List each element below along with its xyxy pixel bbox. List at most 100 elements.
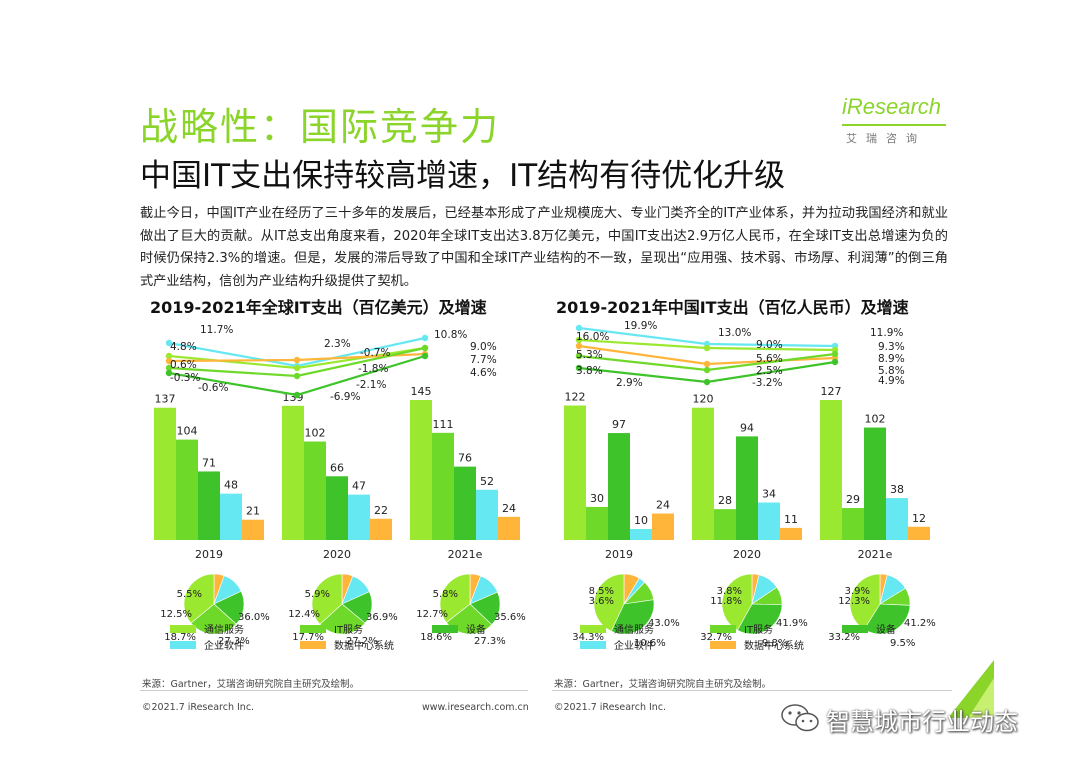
growth-point-2-1	[293, 356, 301, 364]
pie-label-2020-3: 36.9%	[366, 612, 398, 623]
pie-label-2019-4: 27.3%	[218, 636, 250, 647]
pie-label-2021e-2: 33.2%	[828, 632, 860, 643]
growth-point-2-0	[165, 357, 173, 365]
growth-label-2021e-2: 7.7%	[470, 354, 497, 366]
growth-label-2020-3: -2.1%	[356, 379, 386, 391]
bar-IT服务-2020	[304, 441, 326, 540]
growth-point-3-2	[421, 344, 429, 352]
bar-数据中心系统-2019	[652, 513, 674, 540]
bar-label-通信服务-2021e: 145	[411, 385, 432, 398]
bar-label-IT服务-2019: 104	[177, 425, 198, 438]
body-paragraph: 截止今日，中国IT产业在经历了三十多年的发展后，已经基本形成了产业规模庞大、专业…	[140, 206, 948, 289]
source-note-china: 来源：Gartner，艾瑞咨询研究院自主研究及绘制。	[554, 679, 772, 690]
growth-label-2021e-0: 10.8%	[434, 329, 467, 341]
page-title: 战略性：国际竞争力	[140, 105, 501, 149]
growth-label-2020-1: -0.7%	[360, 347, 390, 359]
chart-china: 122 30 97 10 24 2019 120 28 94 34 11 2020 127 29 102 38…	[564, 320, 936, 652]
growth-point-4-0	[165, 369, 173, 377]
growth-label-2019-0: 19.9%	[624, 320, 657, 332]
bar-数据中心系统-2020	[370, 518, 392, 540]
legend-label-数据中心系统: 数据中心系统	[334, 639, 394, 652]
wechat-icon	[781, 704, 819, 732]
pie-label-2019-1: 12.5%	[160, 609, 192, 620]
growth-label-2021e-0: 11.9%	[870, 327, 903, 339]
logo-brand: iResearch	[842, 94, 942, 119]
legend-swatch-IT服务	[710, 625, 736, 633]
bar-企业软件-2019	[220, 493, 242, 540]
bar-通信服务-2019	[564, 405, 586, 540]
growth-label-2020-1: 9.0%	[756, 339, 783, 351]
growth-label-2020-4: -6.9%	[330, 391, 360, 403]
growth-label-2020-0: 13.0%	[718, 327, 751, 339]
bar-label-设备-2020: 94	[740, 421, 754, 434]
bar-企业软件-2020	[758, 502, 780, 540]
pie-label-2019-3: 36.0%	[238, 612, 270, 623]
pie-label-2020-4: 9.8%	[762, 638, 787, 649]
pie-slice-2020-3	[736, 603, 783, 635]
bar-label-数据中心系统-2021e: 12	[912, 512, 926, 525]
bar-label-数据中心系统-2019: 24	[656, 499, 670, 512]
growth-label-2020-0: 2.3%	[324, 338, 351, 350]
pie-label-2021e-1: 12.3%	[838, 596, 870, 607]
pie-label-2020-2: 17.7%	[292, 632, 324, 643]
bar-label-设备-2021e: 76	[458, 452, 472, 465]
bar-数据中心系统-2021e	[908, 526, 930, 540]
pie-slice-2019-4	[183, 573, 215, 624]
category-label-2021e: 2021e	[858, 548, 893, 561]
pie-label-2020-1: 12.4%	[288, 609, 320, 620]
bar-设备-2021e	[454, 466, 476, 540]
bar-label-数据中心系统-2019: 21	[246, 505, 260, 518]
iresearch-logo: iResearch 艾瑞咨询	[838, 92, 950, 150]
legend-swatch-企业软件	[170, 641, 196, 649]
growth-point-4-0	[575, 364, 583, 372]
page-subtitle: 中国IT支出保持较高增速，IT结构有待优化升级	[140, 158, 786, 194]
legend-label-设备: 设备	[876, 623, 896, 636]
category-label-2020: 2020	[323, 548, 351, 561]
legend-swatch-设备	[432, 625, 458, 633]
bar-label-企业软件-2019: 10	[634, 514, 648, 527]
legend-swatch-通信服务	[170, 625, 196, 633]
growth-label-2020-3: 2.5%	[756, 365, 783, 377]
growth-label-2021e-1: 9.0%	[470, 341, 497, 353]
chart-title-global: 2019-2021年全球IT支出（百亿美元）及增速	[150, 298, 487, 317]
bar-label-IT服务-2020: 102	[305, 427, 326, 440]
bar-设备-2019	[608, 433, 630, 540]
pie-label-2020-0: 3.8%	[717, 586, 742, 597]
bar-设备-2021e	[864, 427, 886, 540]
footer-divider-right	[552, 690, 952, 691]
pie-label-2020-0: 5.9%	[305, 589, 330, 600]
bar-IT服务-2019	[176, 439, 198, 540]
growth-label-2019-1: 4.8%	[170, 341, 197, 353]
bar-label-IT服务-2020: 28	[718, 494, 732, 507]
growth-label-2021e-2: 8.9%	[878, 353, 905, 365]
legend-label-IT服务: IT服务	[744, 623, 773, 636]
growth-label-2019-2: 0.6%	[170, 359, 197, 371]
pie-label-2021e-2: 18.6%	[420, 632, 452, 643]
bar-企业软件-2021e	[886, 498, 908, 540]
pie-slice-2020-4	[311, 573, 343, 625]
growth-point-0-2	[421, 334, 429, 342]
footer-divider-left	[140, 690, 528, 691]
category-label-2019: 2019	[605, 548, 633, 561]
pie-label-2019-2: 18.7%	[164, 632, 196, 643]
growth-label-2019-2: 5.3%	[576, 349, 603, 361]
bar-label-企业软件-2021e: 52	[480, 475, 494, 488]
bar-通信服务-2019	[154, 407, 176, 540]
category-label-2020: 2020	[733, 548, 761, 561]
growth-point-1-0	[575, 336, 583, 344]
pie-label-2021e-1: 12.7%	[416, 609, 448, 620]
growth-point-3-0	[575, 352, 583, 360]
bar-通信服务-2021e	[820, 400, 842, 540]
pie-label-2019-1: 3.6%	[589, 596, 614, 607]
bar-label-IT服务-2021e: 111	[433, 418, 454, 431]
growth-point-4-1	[293, 391, 301, 399]
growth-label-2019-4: -0.6%	[198, 382, 228, 394]
growth-point-1-1	[703, 344, 711, 352]
logo-rule	[842, 124, 946, 126]
growth-point-4-2	[831, 358, 839, 366]
pie-label-2020-4: 27.2%	[346, 636, 378, 647]
bar-企业软件-2021e	[476, 489, 498, 540]
corner-triangle-light	[968, 678, 994, 718]
growth-label-2020-2: -1.8%	[358, 363, 388, 375]
pie-label-2020-2: 32.7%	[700, 632, 732, 643]
